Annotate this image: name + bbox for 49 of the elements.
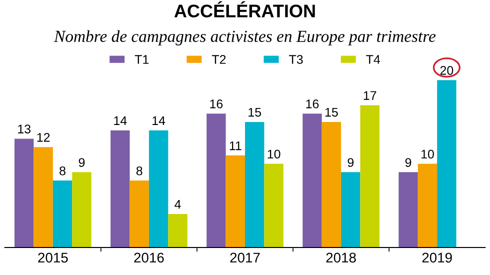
- data-label: 11: [230, 141, 242, 150]
- bar: [206, 114, 226, 248]
- legend-label: T4: [366, 55, 380, 64]
- x-tick-label: 2015: [38, 252, 68, 263]
- data-label: 14: [152, 116, 166, 125]
- data-label: 10: [421, 150, 434, 159]
- data-label: 14: [114, 116, 127, 125]
- bar: [110, 130, 130, 248]
- data-label: 20: [440, 66, 454, 75]
- chart-title: ACCÉLÉRATION: [174, 1, 315, 18]
- bar: [226, 155, 245, 248]
- bar: [52, 180, 72, 248]
- bar: [418, 164, 438, 248]
- bar: [148, 130, 168, 248]
- data-label: 15: [325, 108, 338, 117]
- data-label: 13: [18, 124, 31, 134]
- data-label: 8: [136, 166, 142, 176]
- data-label: 17: [364, 91, 376, 100]
- bar: [130, 180, 149, 248]
- bar: [72, 172, 92, 248]
- bar: [14, 138, 34, 248]
- x-tick-label: 2017: [230, 252, 260, 263]
- bar: [264, 164, 284, 248]
- bar: [360, 105, 380, 248]
- data-label: 16: [210, 99, 223, 108]
- bar: [398, 172, 418, 248]
- x-tick-label: 2016: [134, 252, 164, 263]
- legend-label: T1: [134, 55, 149, 64]
- data-label: 4: [174, 200, 181, 209]
- x-tick-label: 2019: [422, 252, 452, 263]
- legend-label: T2: [212, 55, 226, 64]
- bar: [437, 80, 456, 248]
- data-label: 9: [348, 158, 354, 167]
- data-label: 12: [37, 132, 50, 142]
- chart-subtitle: Nombre de campagnes activistes en Europe par trimestre: [54, 30, 436, 46]
- data-label: 9: [405, 158, 412, 167]
- bar: [168, 214, 188, 248]
- data-label: 8: [60, 166, 66, 176]
- x-tick-label: 2018: [326, 252, 356, 263]
- data-label: 10: [268, 150, 280, 159]
- bar: [322, 122, 342, 248]
- bar: [341, 172, 360, 248]
- data-label: 9: [78, 158, 85, 167]
- data-label: 15: [248, 108, 262, 117]
- bar: [245, 122, 264, 248]
- data-label: 16: [306, 99, 319, 108]
- legend-label: T3: [289, 55, 303, 64]
- bar: [302, 114, 322, 248]
- bar: [34, 147, 53, 248]
